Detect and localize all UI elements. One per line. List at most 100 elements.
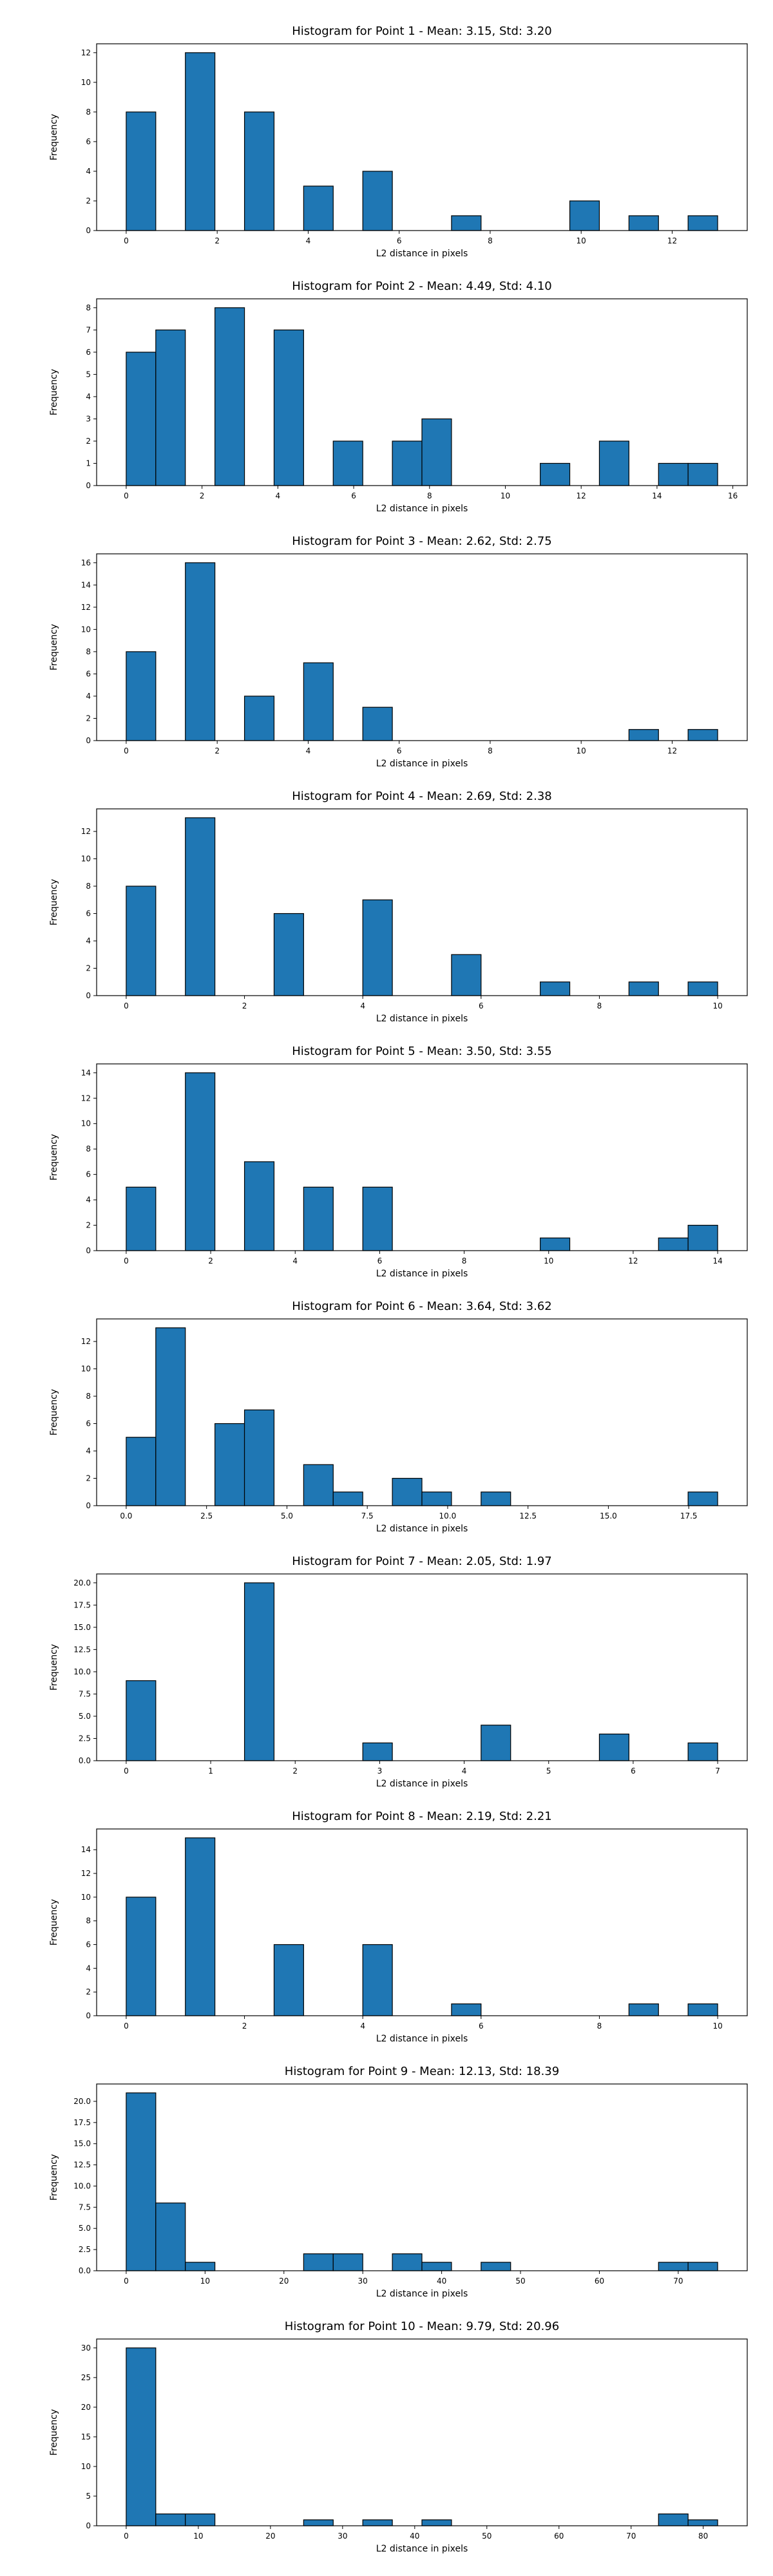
chart-title: Histogram for Point 3 - Mean: 2.62, Std:… [292,535,552,548]
y-tick-label: 6 [86,348,91,357]
y-tick-label: 10 [81,1893,91,1902]
histogram-bar [332,440,363,486]
histogram-bar [392,2253,423,2271]
x-tick-label: 1 [208,1766,213,1776]
x-tick-label: 7.5 [361,1511,374,1520]
histogram-bar [362,1742,393,1761]
histogram-chart: Histogram for Point 4 - Mean: 2.69, Std:… [49,790,748,1024]
x-tick-label: 10.0 [439,1511,457,1520]
x-tick-label: 5.0 [281,1511,293,1520]
y-tick-label: 10 [81,1365,91,1374]
histogram-bar [687,215,718,231]
y-tick-label: 2 [86,1987,91,1996]
histogram-bar [155,1327,186,1506]
y-tick-label: 0 [86,2011,91,2020]
histogram-bar [185,2262,216,2271]
y-tick-label: 1 [86,459,91,468]
x-tick-label: 60 [595,2277,604,2286]
histogram-bar [421,2519,452,2526]
x-tick-label: 7 [715,1766,720,1776]
x-tick-label: 5 [546,1766,551,1776]
x-axis-label: L2 distance in pixels [376,2544,468,2554]
histogram-bar [243,1582,275,1761]
histogram-chart: Histogram for Point 6 - Mean: 3.64, Std:… [49,1300,748,1534]
y-tick-label: 5.0 [79,1712,91,1721]
y-tick-label: 6 [86,137,91,146]
histogram-bar [185,2513,216,2526]
x-tick-label: 40 [410,2532,419,2541]
x-tick-label: 12 [628,1256,638,1265]
x-tick-label: 2 [215,236,220,245]
histogram-bar [451,954,482,996]
y-tick-label: 8 [86,647,91,656]
histogram-bar [303,2253,334,2271]
y-tick-label: 20.0 [73,1578,91,1587]
x-tick-label: 10 [577,746,586,755]
y-tick-label: 10 [81,1119,91,1128]
histogram-bar [392,440,423,486]
x-tick-label: 2 [242,2022,247,2031]
plot-frame [96,1828,748,2016]
histogram-bar [243,1161,275,1251]
y-tick-label: 12 [81,1094,91,1103]
histogram-bar [126,352,157,486]
plot-frame [96,298,748,486]
y-tick-label: 6 [86,669,91,678]
x-tick-label: 0 [124,2277,129,2286]
x-axis-label: L2 distance in pixels [376,759,468,769]
plot-frame [96,1318,748,1506]
x-tick-label: 10 [712,2022,722,2031]
histogram-panel: Histogram for Point 10 - Mean: 9.79, Std… [0,2299,773,2554]
y-tick-label: 2 [86,714,91,723]
y-axis-label: Frequency [49,879,59,925]
y-tick-label: 2.5 [79,1734,91,1743]
x-tick-label: 4 [360,2022,365,2031]
x-tick-label: 8 [488,236,493,245]
y-tick-label: 12 [81,1869,91,1878]
y-tick-label: 0 [86,991,91,1000]
y-tick-label: 4 [86,692,91,701]
histogram-bar [126,2092,157,2271]
histogram-chart: Histogram for Point 7 - Mean: 2.05, Std:… [49,1555,748,1789]
x-tick-label: 0 [124,2022,129,2031]
x-tick-label: 10 [200,2277,210,2286]
y-tick-label: 0 [86,1501,91,1510]
y-tick-label: 4 [86,392,91,401]
y-axis-label: Frequency [49,114,59,160]
chart-title: Histogram for Point 8 - Mean: 2.19, Std:… [292,1810,552,1823]
histogram-bar [303,1464,334,1506]
y-tick-label: 15.0 [73,2139,91,2148]
y-tick-label: 2 [86,1474,91,1483]
histogram-bar [421,2262,452,2271]
x-axis-label: L2 distance in pixels [376,2289,468,2299]
x-tick-label: 8 [488,746,493,755]
histogram-bar [126,1897,157,2016]
x-tick-label: 70 [626,2532,636,2541]
plot-frame [96,808,748,996]
histogram-bar [303,1186,334,1251]
histogram-bar [687,2003,718,2016]
x-tick-label: 0 [124,491,129,500]
x-tick-label: 60 [554,2532,564,2541]
histogram-panel: Histogram for Point 2 - Mean: 4.49, Std:… [0,259,773,514]
y-axis-label: Frequency [49,2154,59,2201]
x-tick-label: 0 [124,236,129,245]
x-tick-label: 3 [377,1766,383,1776]
x-tick-label: 2 [215,746,220,755]
histogram-bar [215,1423,245,1506]
histogram-bar [628,2003,659,2016]
histogram-bar [687,1492,718,1506]
y-tick-label: 0 [86,2521,91,2530]
y-tick-label: 2 [86,964,91,973]
histogram-bar [687,1742,718,1761]
histogram-bar [243,111,275,231]
chart-title: Histogram for Point 10 - Mean: 9.79, Std… [285,2320,559,2333]
y-tick-label: 0 [86,736,91,745]
x-tick-label: 30 [358,2277,368,2286]
histogram-bar [481,1492,511,1506]
histogram-bar [569,200,600,231]
y-tick-label: 10 [81,2462,91,2471]
histogram-bar [658,2262,689,2271]
y-tick-label: 6 [86,909,91,918]
x-axis-label: L2 distance in pixels [376,249,468,259]
